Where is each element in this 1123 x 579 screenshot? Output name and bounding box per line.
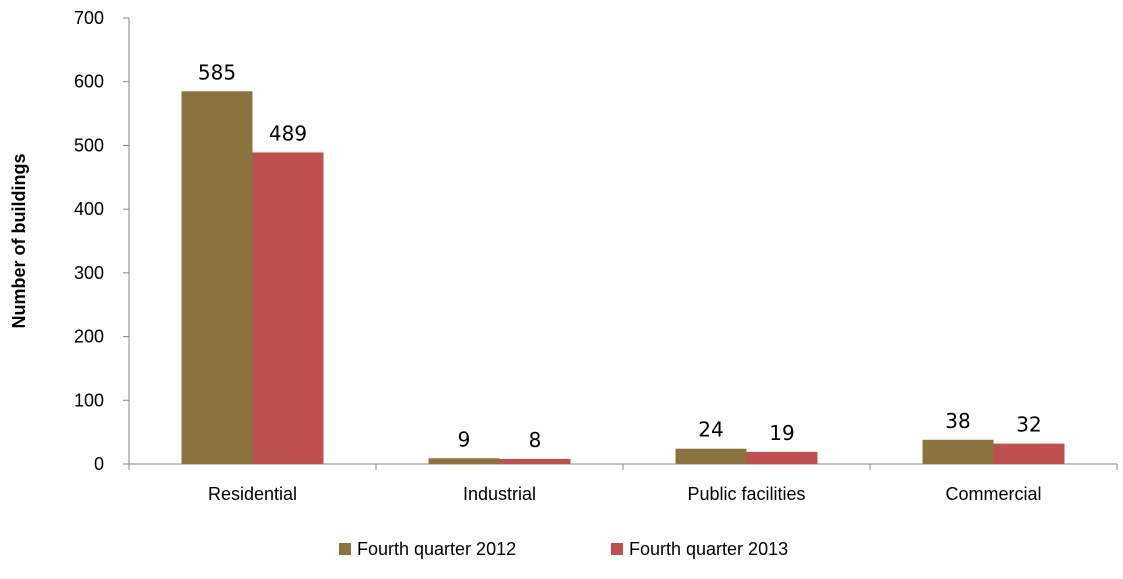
bar — [993, 443, 1065, 464]
legend-label: Fourth quarter 2012 — [357, 539, 516, 559]
data-label: 24 — [698, 418, 723, 442]
bar — [428, 458, 500, 464]
legend-swatch — [611, 543, 623, 555]
data-labels: 585 489 9 8 24 19 38 32 — [198, 60, 1042, 452]
bar — [922, 439, 994, 464]
bars — [181, 91, 1065, 465]
category-label: Residential — [208, 484, 297, 504]
data-label: 489 — [269, 121, 307, 145]
y-tick-label: 400 — [74, 199, 104, 219]
bar — [499, 458, 571, 464]
legend-label: Fourth quarter 2013 — [629, 539, 788, 559]
legend: Fourth quarter 2012 Fourth quarter 2013 — [339, 539, 788, 559]
y-tick-label: 700 — [74, 8, 104, 28]
category-label: Commercial — [945, 484, 1041, 504]
axes: 0 100 200 300 400 500 600 700 Residential Industr… — [74, 8, 1118, 504]
y-tick-label: 300 — [74, 263, 104, 283]
data-label: 19 — [769, 421, 794, 445]
category-label: Industrial — [463, 484, 536, 504]
data-label: 8 — [529, 428, 542, 452]
bar — [675, 448, 747, 464]
data-label: 32 — [1016, 413, 1041, 437]
y-axis-title: Number of buildings — [9, 154, 29, 329]
data-label: 38 — [945, 409, 970, 433]
data-label: 585 — [198, 60, 236, 84]
bar — [746, 451, 818, 464]
category-label: Public facilities — [687, 484, 805, 504]
y-tick-label: 200 — [74, 327, 104, 347]
data-label: 9 — [458, 427, 471, 451]
y-tick-label: 0 — [94, 454, 104, 474]
legend-swatch — [339, 543, 351, 555]
y-tick-label: 100 — [74, 390, 104, 410]
y-tick-label: 600 — [74, 72, 104, 92]
y-tick-label: 500 — [74, 135, 104, 155]
bar — [181, 91, 253, 465]
bar — [252, 152, 324, 465]
